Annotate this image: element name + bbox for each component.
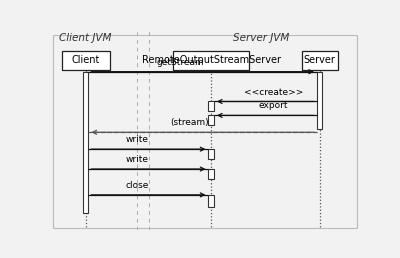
Text: (stream): (stream) [170, 118, 209, 127]
Bar [208, 195, 214, 207]
Bar [302, 51, 338, 70]
Text: Client JVM: Client JVM [60, 33, 112, 43]
Text: Server: Server [304, 55, 336, 65]
Text: close: close [125, 181, 148, 190]
Text: getStream: getStream [156, 58, 204, 67]
Text: <<create>>: <<create>> [244, 87, 303, 96]
Text: export: export [258, 101, 288, 110]
Bar [208, 169, 214, 179]
Bar [62, 51, 110, 70]
Text: Client: Client [72, 55, 100, 65]
Text: write: write [125, 135, 148, 144]
Text: Server JVM: Server JVM [233, 33, 289, 43]
Bar [208, 115, 214, 125]
Text: write: write [125, 155, 148, 164]
Bar [317, 72, 322, 129]
Bar [83, 72, 88, 213]
Bar [208, 149, 214, 159]
Bar [208, 101, 214, 111]
Text: RemoteOutputStreamServer: RemoteOutputStreamServer [142, 55, 281, 65]
Bar [173, 51, 249, 70]
